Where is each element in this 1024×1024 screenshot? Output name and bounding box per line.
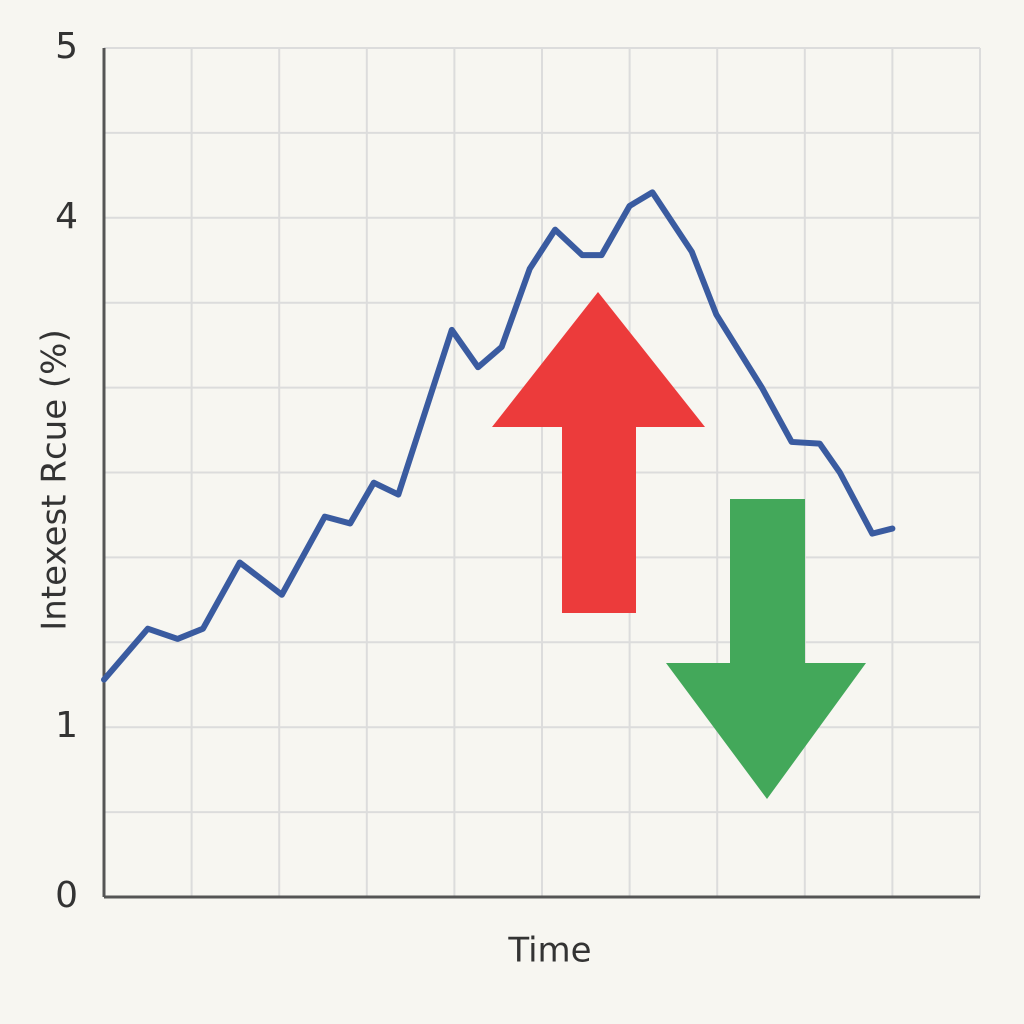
up-arrow — [492, 292, 705, 613]
down-arrow — [666, 499, 866, 799]
y-tick-label: 5 — [55, 26, 78, 67]
y-tick-label: 0 — [55, 875, 78, 916]
x-axis-label: Time — [507, 931, 591, 971]
y-tick-label: 4 — [55, 196, 78, 237]
y-tick-label: 1 — [55, 705, 78, 746]
data-line — [101, 189, 896, 683]
grid — [103, 47, 981, 898]
y-axis-label: Intexest Rcue (%) — [35, 329, 75, 631]
